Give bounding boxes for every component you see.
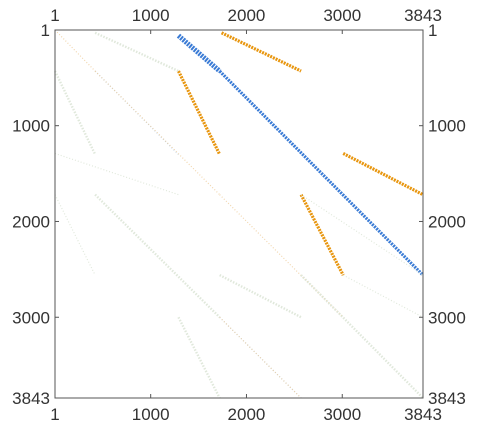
x-tick-label-top-4: 3843 — [404, 6, 442, 25]
data-band-4-7 — [342, 274, 424, 318]
data-band-3-0 — [54, 29, 96, 72]
data-band-1-1 — [177, 70, 222, 156]
data-band-4-0 — [94, 31, 179, 73]
data-band-1-3 — [299, 193, 345, 276]
y-tick-label-left-2: 2000 — [12, 212, 50, 231]
axis-ticks — [54, 29, 424, 399]
data-band-4-6 — [300, 274, 424, 399]
data-band-4-2 — [54, 152, 179, 196]
data-band-3-2 — [219, 194, 344, 318]
data-band-0-0 — [176, 33, 222, 73]
y-tick-label-left-3: 3000 — [12, 308, 50, 327]
y-tick-label-right-0: 1 — [428, 21, 437, 40]
y-tick-label-right-3: 3000 — [428, 308, 466, 327]
data-band-4-1 — [53, 70, 97, 155]
x-tick-label-top-3: 3000 — [323, 6, 361, 25]
y-tick-label-left-4: 3843 — [12, 389, 50, 408]
data-band-3-1 — [94, 70, 221, 196]
data-band-2-0 — [94, 70, 179, 155]
data-band-1-0 — [220, 31, 302, 73]
data-band-3-3 — [219, 316, 302, 399]
x-tick-label-bottom-1: 1000 — [132, 405, 170, 424]
y-tick-label-right-1: 1000 — [428, 117, 466, 136]
data-band-1-2 — [342, 152, 424, 197]
x-tick-label-bottom-4: 3843 — [404, 405, 442, 424]
data-band-4-9 — [300, 194, 424, 276]
x-tick-label-bottom-0: 1 — [50, 405, 59, 424]
x-tick-label-top-1: 1000 — [132, 6, 170, 25]
y-tick-label-left-1: 1000 — [12, 117, 50, 136]
data-band-4-8 — [177, 316, 221, 399]
x-tick-label-top-0: 1 — [50, 6, 59, 25]
data-band-4-5 — [219, 274, 302, 319]
y-tick-label-left-0: 1 — [41, 21, 50, 40]
y-tick-label-right-4: 3843 — [428, 389, 466, 408]
plot-frame — [54, 29, 424, 399]
x-tick-label-top-2: 2000 — [228, 6, 266, 25]
data-band-4-3 — [94, 193, 221, 319]
plot-marks — [53, 29, 425, 399]
x-tick-label-bottom-2: 2000 — [228, 405, 266, 424]
x-tick-label-bottom-3: 3000 — [323, 405, 361, 424]
data-band-0-1 — [218, 69, 425, 277]
data-band-4-4 — [54, 194, 96, 276]
y-tick-label-right-2: 2000 — [428, 212, 466, 231]
